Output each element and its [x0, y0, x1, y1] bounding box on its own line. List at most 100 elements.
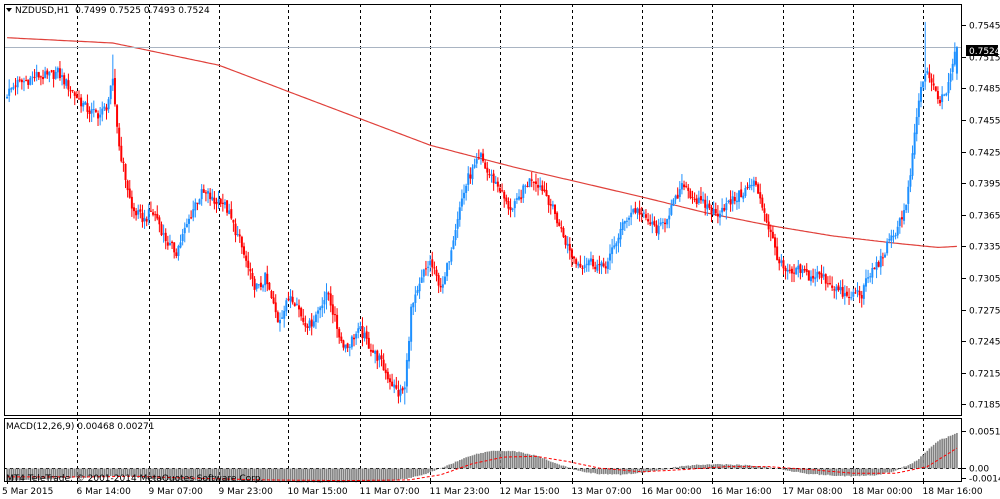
- candle-body: [822, 274, 825, 277]
- time-tick-label: 18 Mar 16:00: [923, 487, 983, 497]
- candle-body: [733, 197, 736, 202]
- candle-body: [272, 297, 275, 304]
- candle-body: [867, 277, 870, 279]
- candle-body: [113, 78, 116, 105]
- candle-body: [693, 198, 696, 200]
- candle-body: [166, 242, 169, 246]
- price-tick-label: 0.7215: [969, 370, 1000, 380]
- candle-body: [712, 209, 715, 215]
- candle-body: [515, 198, 518, 200]
- candle-body: [488, 173, 491, 176]
- candle-body: [809, 276, 812, 282]
- candle-body: [869, 276, 872, 278]
- candle-body: [287, 298, 290, 301]
- candle-body: [18, 79, 21, 81]
- candle-body: [915, 117, 918, 135]
- candle-body: [719, 213, 721, 218]
- candle-body: [137, 210, 140, 215]
- candle-body: [410, 306, 413, 342]
- candle-body: [579, 263, 582, 268]
- candle-body: [217, 199, 220, 204]
- candle-body: [780, 260, 783, 263]
- candle-body: [71, 90, 74, 92]
- candle-body: [642, 212, 645, 214]
- candle-body: [884, 254, 887, 258]
- candle-body: [219, 198, 222, 204]
- candle-body: [473, 164, 476, 168]
- candle-body: [338, 328, 341, 338]
- candle-body: [570, 249, 573, 258]
- candle-body: [211, 196, 214, 200]
- candle-body: [930, 78, 933, 83]
- candle-body: [101, 108, 104, 115]
- candle-body: [539, 185, 542, 188]
- candle-body: [903, 210, 906, 221]
- candle-body: [463, 192, 466, 199]
- macd-tick-label: 0.0051: [969, 428, 1000, 438]
- candle-body: [37, 72, 40, 78]
- time-tick-label: 5 Mar 2015: [2, 487, 53, 497]
- candle-body: [841, 286, 844, 297]
- candle-body: [534, 181, 537, 184]
- candle-body: [107, 99, 110, 110]
- candle-body: [797, 265, 800, 270]
- candle-body: [541, 185, 544, 192]
- symbol-quote-header: NZDUSD,H1 0.7499 0.7525 0.7493 0.7524: [15, 6, 210, 16]
- bid-price-label: 0.7524: [969, 47, 1000, 57]
- candle-body: [128, 188, 131, 198]
- candle-body: [854, 292, 857, 294]
- candle-body: [778, 259, 781, 264]
- candle-body: [471, 167, 474, 180]
- candle-body: [941, 94, 944, 103]
- candle-body: [353, 337, 356, 340]
- candle-body: [761, 197, 764, 208]
- candle-body: [27, 79, 30, 85]
- candle-body: [391, 381, 394, 387]
- candle-body: [240, 236, 243, 248]
- candle-body: [553, 204, 556, 214]
- candle-body: [228, 210, 231, 215]
- candle-body: [625, 220, 628, 222]
- candle-body: [97, 113, 100, 119]
- candle-body: [317, 310, 320, 314]
- candle-body: [304, 322, 307, 327]
- candle-body: [644, 214, 647, 218]
- candle-body: [245, 255, 248, 261]
- candle-body: [331, 304, 334, 315]
- candle-body: [653, 220, 656, 226]
- candle-body: [374, 351, 377, 354]
- candle-body: [509, 207, 512, 211]
- candle-body: [285, 300, 288, 312]
- candle-body: [848, 296, 851, 298]
- candle-body: [518, 196, 521, 200]
- moving-average-line: [7, 37, 957, 249]
- candle-body: [668, 215, 671, 220]
- panel-frames: [4, 4, 962, 482]
- candle-body: [363, 332, 366, 339]
- candle-body: [84, 102, 87, 105]
- candle-body: [171, 241, 174, 244]
- candle-body: [342, 340, 345, 348]
- candle-body: [397, 390, 400, 397]
- candle-body: [710, 207, 713, 214]
- candle-body: [913, 132, 916, 155]
- candle-body: [306, 326, 309, 328]
- candle-body: [10, 88, 13, 90]
- triangle-down-icon[interactable]: [6, 8, 12, 12]
- candle-body: [763, 208, 766, 213]
- candle-body: [812, 275, 815, 279]
- price-tick-label: 0.7305: [969, 275, 1000, 285]
- candle-body: [877, 261, 880, 267]
- candle-body: [333, 314, 336, 316]
- candle-body: [767, 221, 770, 230]
- candle-body: [585, 263, 588, 265]
- candle-body: [936, 91, 939, 100]
- candle-body: [243, 246, 245, 255]
- candle-body: [94, 109, 97, 112]
- candle-body: [689, 190, 692, 198]
- candle-body: [566, 243, 569, 246]
- candle-body: [879, 255, 882, 268]
- macd-axis: 0.0051 0.00-0.00141: [962, 428, 1000, 485]
- candle-body: [744, 188, 747, 196]
